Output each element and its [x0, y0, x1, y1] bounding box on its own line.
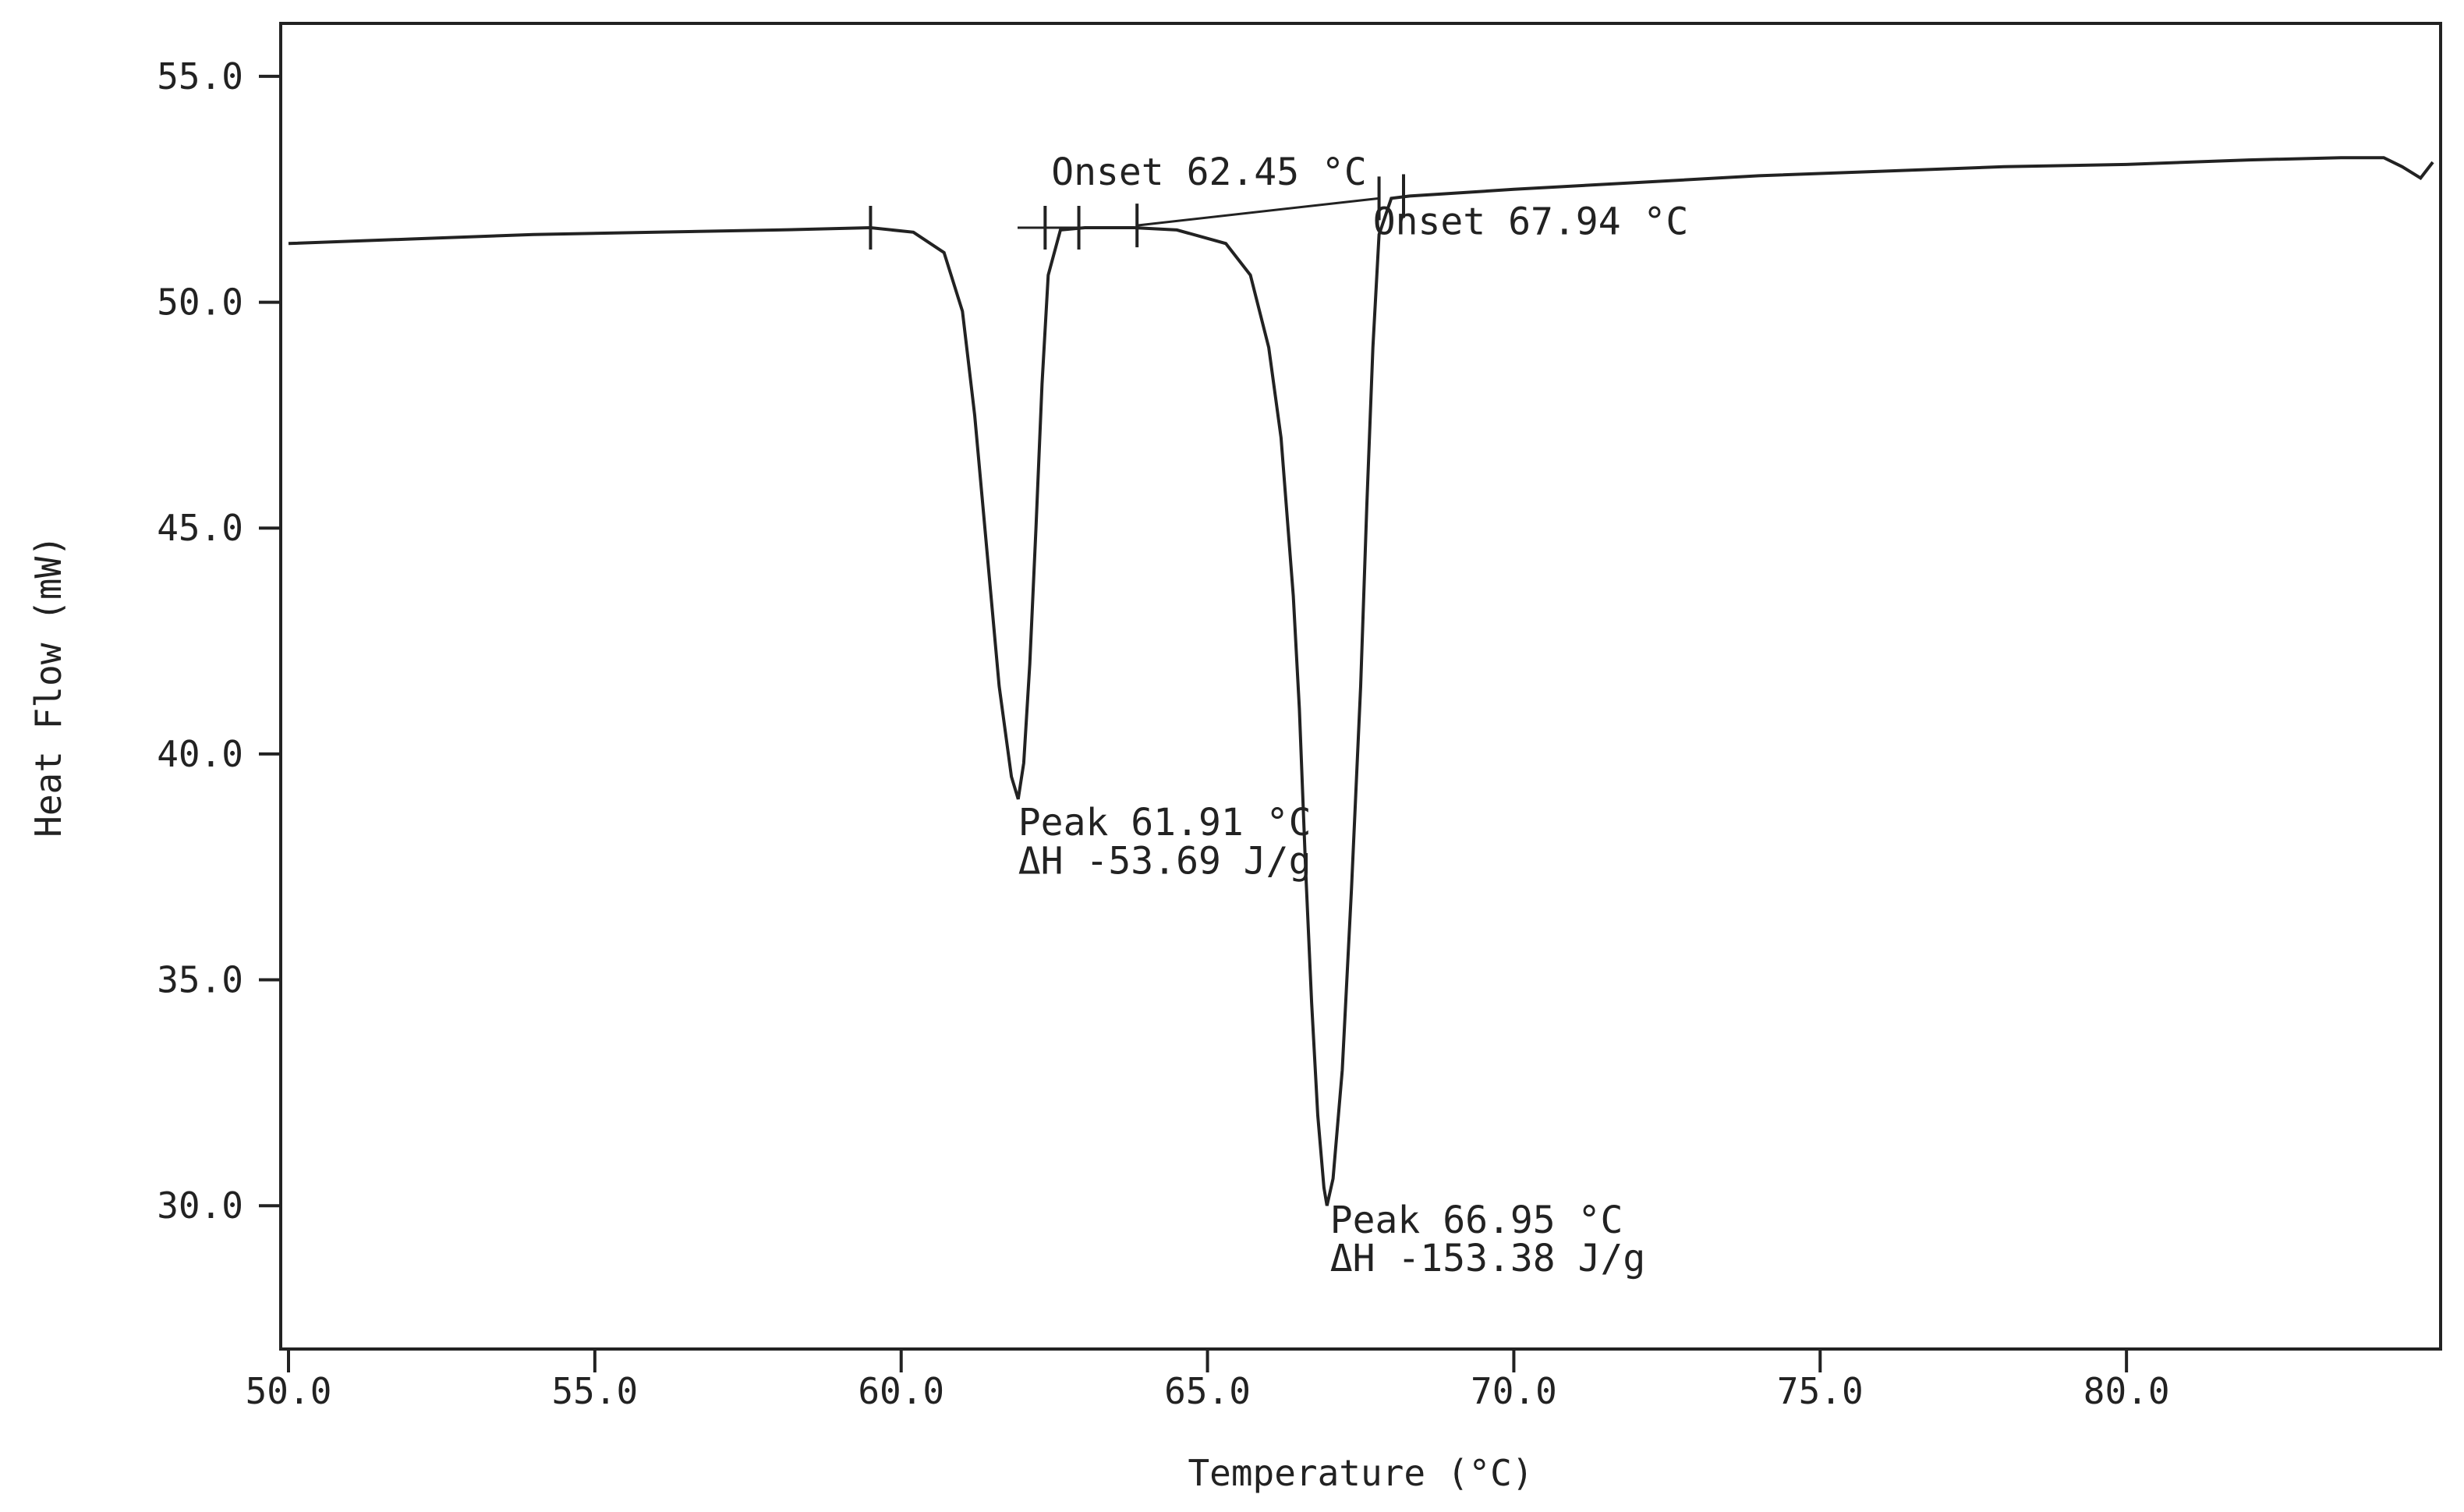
x-axis-title: Temperature (°C) [1188, 1452, 1533, 1494]
y-tick-label: 50.0 [157, 282, 243, 324]
x-tick-label: 60.0 [858, 1370, 944, 1412]
baselines [1018, 197, 1379, 229]
annotation-label: Peak 66.95 °C [1330, 1199, 1623, 1242]
x-tick-label: 80.0 [2083, 1370, 2170, 1412]
y-axis: 30.0 35.0 40.0 45.0 50.0 55.0 [157, 55, 281, 1227]
annotation-label: ΔH -53.69 J/g [1018, 839, 1312, 883]
heat-flow-curve [288, 156, 2434, 1206]
y-tick-label: 30.0 [157, 1184, 243, 1227]
x-tick-label: 55.0 [551, 1370, 638, 1412]
y-tick-label: 40.0 [157, 733, 243, 775]
y-axis-title: Heat Flow (mW) [27, 535, 69, 837]
y-tick-label: 55.0 [157, 55, 243, 97]
x-tick-label: 70.0 [1471, 1370, 1557, 1412]
baseline-segment [1137, 197, 1379, 227]
x-tick-label: 50.0 [246, 1370, 332, 1412]
x-tick-label: 65.0 [1164, 1370, 1251, 1412]
annotation-label: Peak 61.91 °C [1018, 801, 1312, 845]
y-tick-label: 45.0 [157, 507, 243, 549]
annotation-label: Onset 62.45 °C [1051, 150, 1367, 194]
annotation-label: Onset 67.94 °C [1373, 200, 1689, 244]
y-tick-label: 35.0 [157, 959, 243, 1001]
x-axis: 50.0 55.0 60.0 65.0 70.0 75.0 80.0 [246, 1349, 2170, 1412]
annotation-label: ΔH -153.38 J/g [1330, 1237, 1646, 1280]
limit-marks [869, 174, 1405, 250]
x-tick-label: 75.0 [1777, 1370, 1864, 1412]
plot-frame [279, 22, 2442, 1351]
